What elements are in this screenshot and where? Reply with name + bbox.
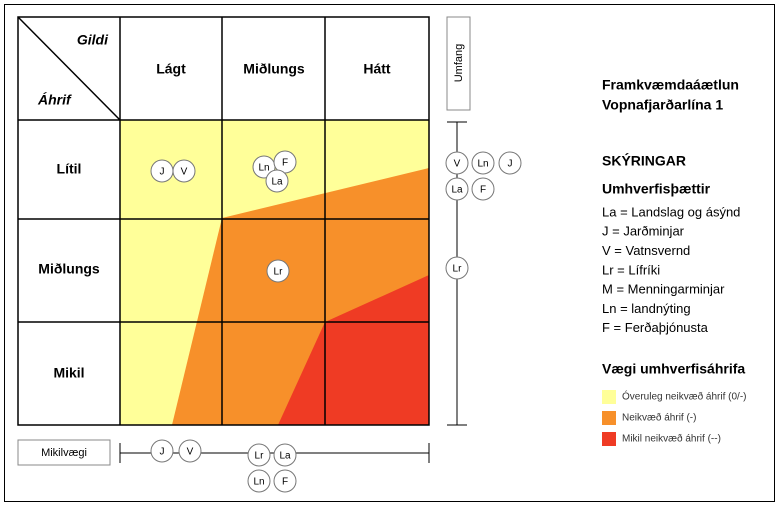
marker-label: F <box>282 158 288 169</box>
marker-label: V <box>181 167 188 178</box>
marker-label: La <box>451 185 463 196</box>
marker-label: Lr <box>453 264 463 275</box>
column-header: Hátt <box>363 61 391 77</box>
mikilvaegi-box <box>17 439 111 466</box>
grid <box>17 16 430 426</box>
legend-factor: J = Jarðminjar <box>602 224 685 239</box>
marker <box>247 443 271 467</box>
marker-label: La <box>279 451 291 462</box>
legend-swatch <box>602 411 616 425</box>
marker <box>172 159 196 183</box>
marker <box>273 443 297 467</box>
marker-label: F <box>282 477 288 488</box>
legend-swatch <box>602 432 616 446</box>
marker-label: La <box>271 177 283 188</box>
row-header: Mikil <box>53 365 84 381</box>
corner-top: Gildi <box>77 32 109 48</box>
marker-label: Lr <box>274 267 284 278</box>
frame <box>4 4 775 502</box>
mikilvaegi-label: Mikilvægi <box>41 447 87 459</box>
legend-weight: Neikvæð áhrif (-) <box>622 412 696 424</box>
title-line: Framkvæmdaáætlun <box>602 77 739 93</box>
corner-bottom: Áhrif <box>37 92 72 108</box>
legend-factor: V = Vatnsvernd <box>602 243 690 258</box>
marker <box>471 151 495 175</box>
marker <box>265 169 289 193</box>
marker-label: J <box>160 447 165 458</box>
marker-label: J <box>508 159 513 170</box>
column-header: Lágt <box>156 61 186 77</box>
marker <box>178 439 202 463</box>
row-header: Miðlungs <box>38 261 100 277</box>
legend-factor: Lr = Lífríki <box>602 262 660 277</box>
legend-factors-title: Umhverfisþættir <box>602 181 711 197</box>
marker <box>247 469 271 493</box>
legend-weight: Óveruleg neikvæð áhrif (0/-) <box>622 390 747 403</box>
marker <box>445 151 469 175</box>
marker-label: Ln <box>477 159 488 170</box>
legend-weight: Mikil neikvæð áhrif (--) <box>622 433 721 445</box>
umfang-box <box>446 16 471 111</box>
umfang-label: Umfang <box>453 44 465 83</box>
marker <box>471 177 495 201</box>
marker <box>445 256 469 280</box>
column-header: Miðlungs <box>243 61 305 77</box>
marker <box>266 259 290 283</box>
marker <box>498 151 522 175</box>
legend-weight-title: Vægi umhverfisáhrifa <box>602 361 745 377</box>
marker-label: V <box>187 447 194 458</box>
marker <box>150 439 174 463</box>
marker-label: Ln <box>258 163 269 174</box>
legend-swatch <box>602 390 616 404</box>
marker <box>445 177 469 201</box>
marker-label: F <box>480 185 486 196</box>
title-line: Vopnafjarðarlína 1 <box>602 97 723 113</box>
marker-label: Ln <box>253 477 264 488</box>
legend-factor: M = Menningarminjar <box>602 282 725 297</box>
marker <box>273 469 297 493</box>
marker-label: V <box>454 159 461 170</box>
legend-heading: SKÝRINGAR <box>602 152 686 169</box>
legend-factor: Ln = landnýting <box>602 301 691 316</box>
marker-label: J <box>160 167 165 178</box>
legend-factor: La = Landslag og ásýnd <box>602 204 740 219</box>
zone-high <box>278 275 429 425</box>
legend-factor: F = Ferðaþjónusta <box>602 320 709 335</box>
row-header: Lítil <box>57 161 82 177</box>
marker-label: Lr <box>255 451 265 462</box>
